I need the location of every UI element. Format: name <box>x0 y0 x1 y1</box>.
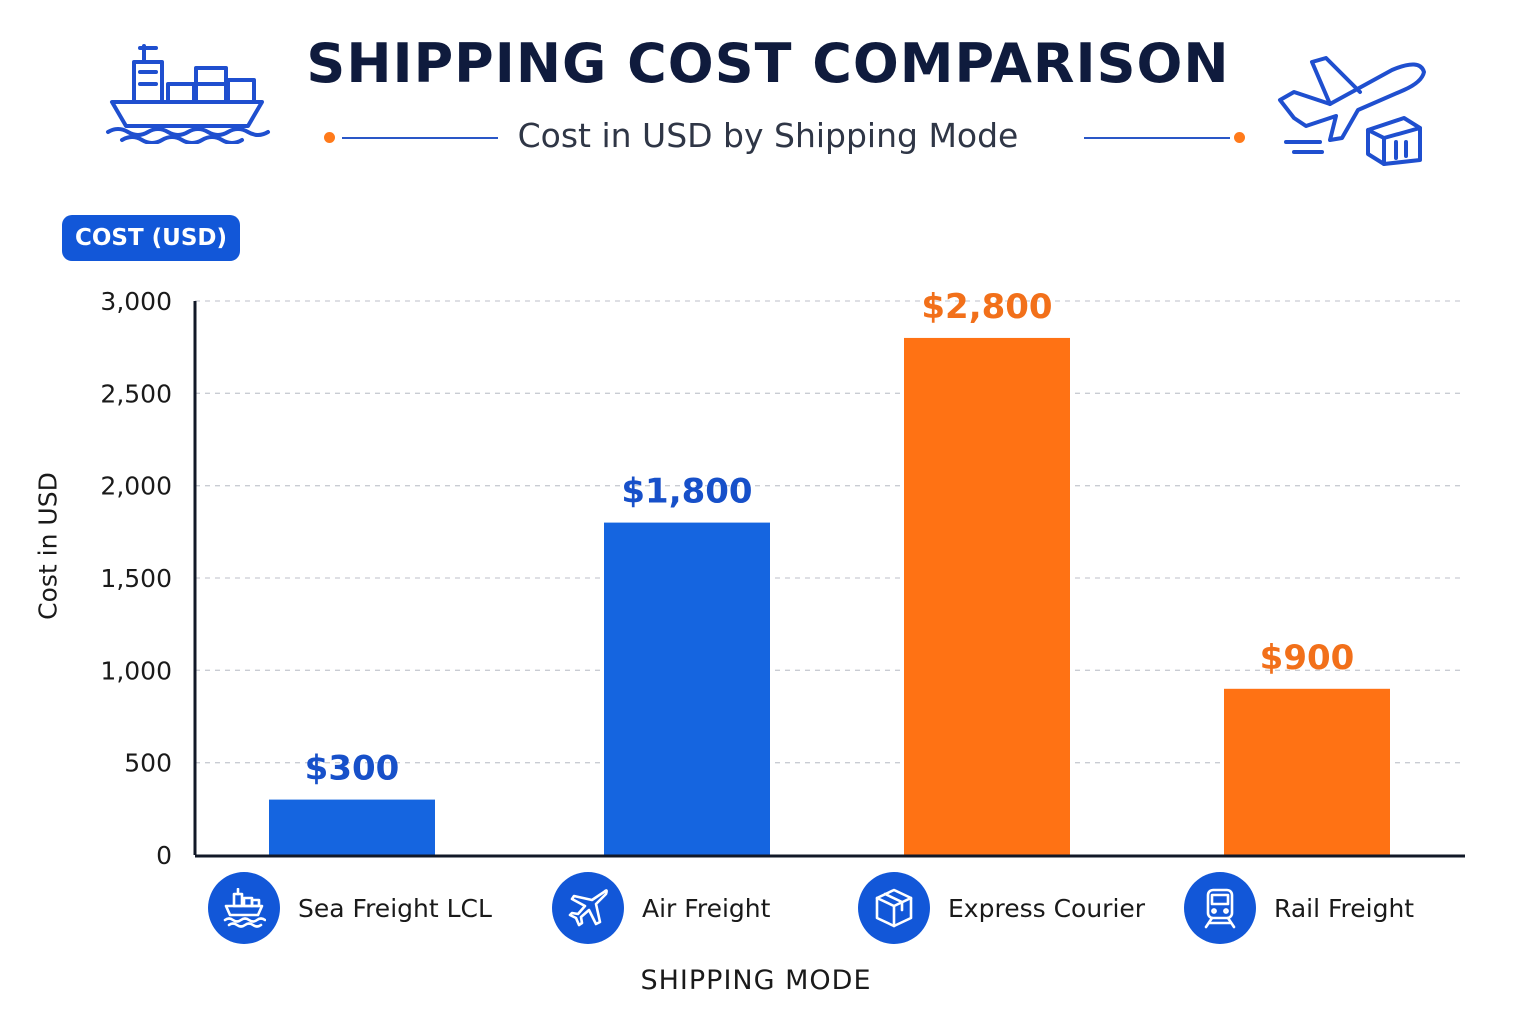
category-label: Express Courier <box>948 893 1146 923</box>
bar-3 <box>1224 688 1390 855</box>
y-tick-label: 0 <box>156 841 172 870</box>
y-tick-label: 1,500 <box>100 564 172 593</box>
category-sea-freight: Sea Freight LCL <box>208 872 492 944</box>
category-air-freight: Air Freight <box>552 872 770 944</box>
train-icon <box>1184 872 1256 944</box>
category-rail-freight: Rail Freight <box>1184 872 1414 944</box>
data-label-0: $300 <box>305 749 400 789</box>
airplane-icon <box>552 872 624 944</box>
cargo-ship-icon <box>208 872 280 944</box>
category-label: Rail Freight <box>1274 893 1415 923</box>
decor-dot-right <box>1234 132 1245 143</box>
data-label-2: $2,800 <box>921 287 1052 327</box>
decor-dot-left <box>324 132 335 143</box>
chart-subtitle: Cost in USD by Shipping Mode <box>517 116 1019 155</box>
data-label-1: $1,800 <box>621 472 752 512</box>
category-label: Air Freight <box>642 893 771 923</box>
airplane-package-icon <box>1272 46 1432 174</box>
y-axis-badge: COST (USD) <box>62 215 240 261</box>
package-box-icon <box>858 872 930 944</box>
decor-line-right <box>1084 137 1230 139</box>
bar-2 <box>904 337 1070 855</box>
decor-line-left <box>342 137 498 139</box>
y-tick-label: 2,500 <box>100 379 172 408</box>
bar-0 <box>269 799 435 855</box>
y-tick-label: 2,000 <box>100 472 172 501</box>
x-axis-label: SHIPPING MODE <box>640 965 872 996</box>
category-express-courier: Express Courier <box>858 872 1145 944</box>
cargo-ship-icon <box>100 40 272 148</box>
bar-1 <box>604 522 770 855</box>
category-label: Sea Freight LCL <box>298 893 492 923</box>
data-label-3: $900 <box>1260 638 1355 678</box>
y-tick-label: 3,000 <box>100 287 172 316</box>
y-tick-label: 500 <box>124 749 172 778</box>
chart-title: SHIPPING COST COMPARISON <box>306 32 1230 95</box>
y-tick-label: 1,000 <box>100 656 172 685</box>
